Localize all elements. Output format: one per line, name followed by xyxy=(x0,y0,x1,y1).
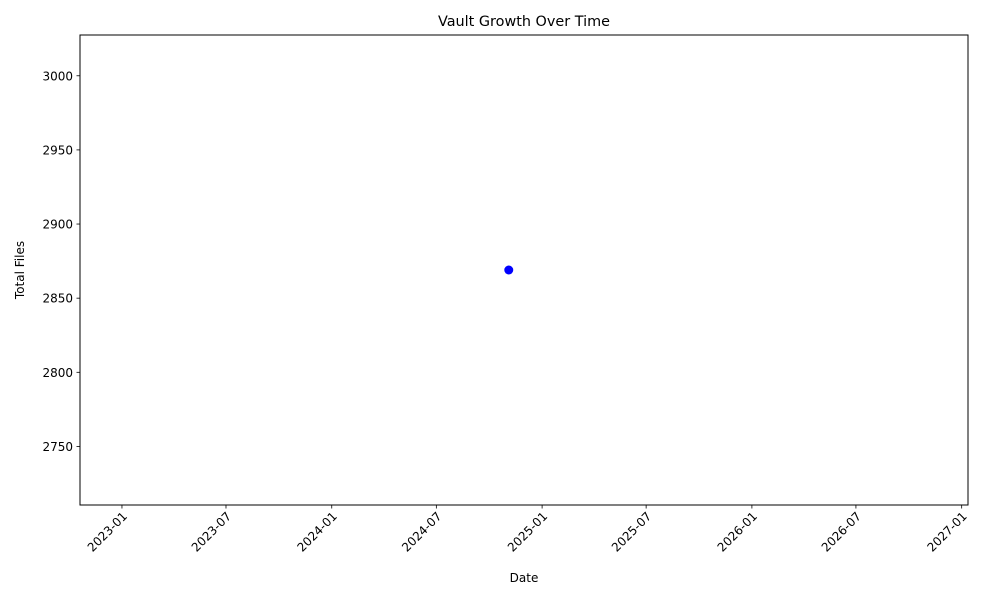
x-tick-label: 2026-01 xyxy=(715,509,760,554)
x-tick-label: 2024-01 xyxy=(295,509,340,554)
x-tick-label: 2025-07 xyxy=(609,509,654,554)
x-axis: 2023-01 2023-07 2024-01 2024-07 2025-01 2025-… xyxy=(85,505,970,555)
data-point xyxy=(504,265,514,275)
chart-title: Vault Growth Over Time xyxy=(438,14,610,30)
y-axis-label: Total Files xyxy=(13,241,27,300)
plot-area xyxy=(79,34,969,506)
y-axis: 2750 2800 2850 2900 2950 3000 xyxy=(42,69,80,454)
y-tick-label: 2900 xyxy=(42,218,73,232)
x-axis-label: Date xyxy=(510,571,539,585)
y-tick-label: 3000 xyxy=(42,69,73,83)
y-tick-label: 2800 xyxy=(42,366,73,380)
x-tick-label: 2023-01 xyxy=(85,509,130,554)
y-tick-label: 2750 xyxy=(42,440,73,454)
x-tick-label: 2027-01 xyxy=(924,509,969,554)
x-tick-label: 2026-07 xyxy=(819,509,864,554)
data-points xyxy=(504,265,514,275)
x-tick-label: 2024-07 xyxy=(399,509,444,554)
x-tick-label: 2025-01 xyxy=(505,509,550,554)
y-tick-label: 2850 xyxy=(42,292,73,306)
x-tick-label: 2023-07 xyxy=(189,509,234,554)
y-tick-label: 2950 xyxy=(42,143,73,157)
